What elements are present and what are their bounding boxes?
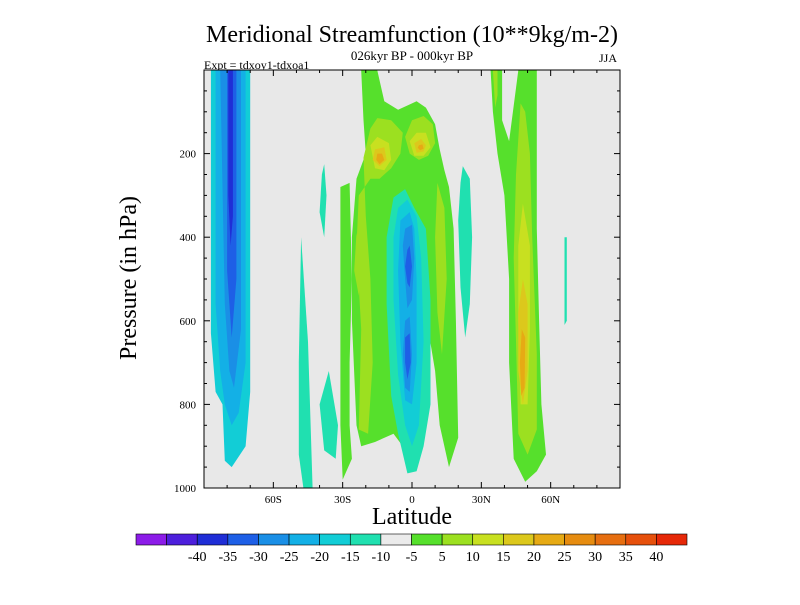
contour-hadley-side xyxy=(354,233,362,296)
colorbar-label: -20 xyxy=(310,550,329,565)
colorbar-swatch xyxy=(564,533,596,546)
colorbar-label: -10 xyxy=(372,550,391,565)
y-tick-label: 400 xyxy=(180,232,197,244)
colorbar-label: -35 xyxy=(218,550,237,565)
colorbar-swatch xyxy=(227,533,259,546)
plot-axes: 60S 30S 0 30N 60N 200 400 600 800 1000 xyxy=(174,69,621,506)
colorbar-swatch xyxy=(135,533,167,546)
contour-hadley-peak-south xyxy=(376,153,385,165)
x-tick-label: 60S xyxy=(265,494,282,506)
colorbar-label: 20 xyxy=(527,550,541,565)
colorbar-label: -25 xyxy=(280,550,299,565)
colorbar-swatch xyxy=(503,533,535,546)
y-tick-label: 600 xyxy=(180,316,197,328)
colorbar-label: 25 xyxy=(558,550,572,565)
contour-tropical-cell xyxy=(405,333,411,380)
contour-nh-cell xyxy=(458,166,473,338)
x-axis-label: Latitude xyxy=(372,504,452,530)
colorbar-label: 35 xyxy=(619,550,633,565)
contour-positive-band xyxy=(340,182,352,480)
colorbar-swatch xyxy=(472,533,504,546)
y-axis-label: Pressure (in hPa) xyxy=(116,196,142,360)
x-tick-label: 30N xyxy=(472,494,491,506)
colorbar-swatch xyxy=(166,533,198,546)
x-tick-label: 60N xyxy=(541,494,560,506)
contour-sh-polar-cell xyxy=(228,70,233,246)
colorbar-swatch xyxy=(441,533,474,546)
colorbar-label: -30 xyxy=(249,550,268,565)
contour-regions xyxy=(210,70,567,488)
contour-plot-area xyxy=(204,70,620,488)
x-tick-label: 0 xyxy=(409,494,415,506)
colorbar-swatch xyxy=(594,533,627,546)
contour-tropical-cell xyxy=(405,245,412,288)
contour-sh-ferrel-cell xyxy=(319,371,338,459)
chart-title: Meridional Streamfunction (10**9kg/m-2) xyxy=(206,22,618,48)
season-label: JJA xyxy=(599,51,617,65)
contour-nh-positive xyxy=(492,70,498,108)
colorbar-label: -40 xyxy=(188,550,207,565)
colorbar: -40 -35 -30 -25 -20 -15 -10 -5 5 10 15 20 25 30 35 40 xyxy=(135,533,688,565)
colorbar-swatch xyxy=(349,533,382,546)
experiment-label: Expt = tdxoy1-tdxoa1 xyxy=(204,58,309,72)
chart-subtitle: 026kyr BP - 000kyr BP xyxy=(351,48,473,63)
colorbar-swatch xyxy=(656,533,688,546)
contour-nh-positive xyxy=(519,329,526,396)
colorbar-swatch xyxy=(411,533,443,546)
y-tick-label: 200 xyxy=(180,149,197,161)
colorbar-label: -5 xyxy=(406,550,418,565)
colorbar-label: 10 xyxy=(466,550,480,565)
colorbar-swatch xyxy=(288,533,320,546)
contour-hadley-peak-south xyxy=(356,118,403,434)
colorbar-swatch xyxy=(533,533,565,546)
colorbar-swatch xyxy=(319,533,351,546)
contour-hadley-side xyxy=(435,182,447,355)
contour-sh-ferrel-cell xyxy=(319,164,327,238)
contour-hadley-peak-north xyxy=(417,144,424,151)
y-tick-label: 800 xyxy=(180,399,197,411)
colorbar-label: 30 xyxy=(588,550,602,565)
colorbar-swatch xyxy=(196,533,229,546)
contour-nh-small xyxy=(564,237,567,325)
colorbar-label: 5 xyxy=(439,550,446,565)
contour-sh-ferrel-cell xyxy=(298,237,313,488)
colorbar-swatch xyxy=(380,533,412,546)
colorbar-swatch xyxy=(625,533,657,546)
x-tick-label: 30S xyxy=(334,494,351,506)
colorbar-label: 40 xyxy=(649,550,663,565)
colorbar-label: 15 xyxy=(496,550,510,565)
y-tick-label: 1000 xyxy=(174,483,197,495)
colorbar-label: -15 xyxy=(341,550,360,565)
colorbar-swatch xyxy=(258,533,290,546)
